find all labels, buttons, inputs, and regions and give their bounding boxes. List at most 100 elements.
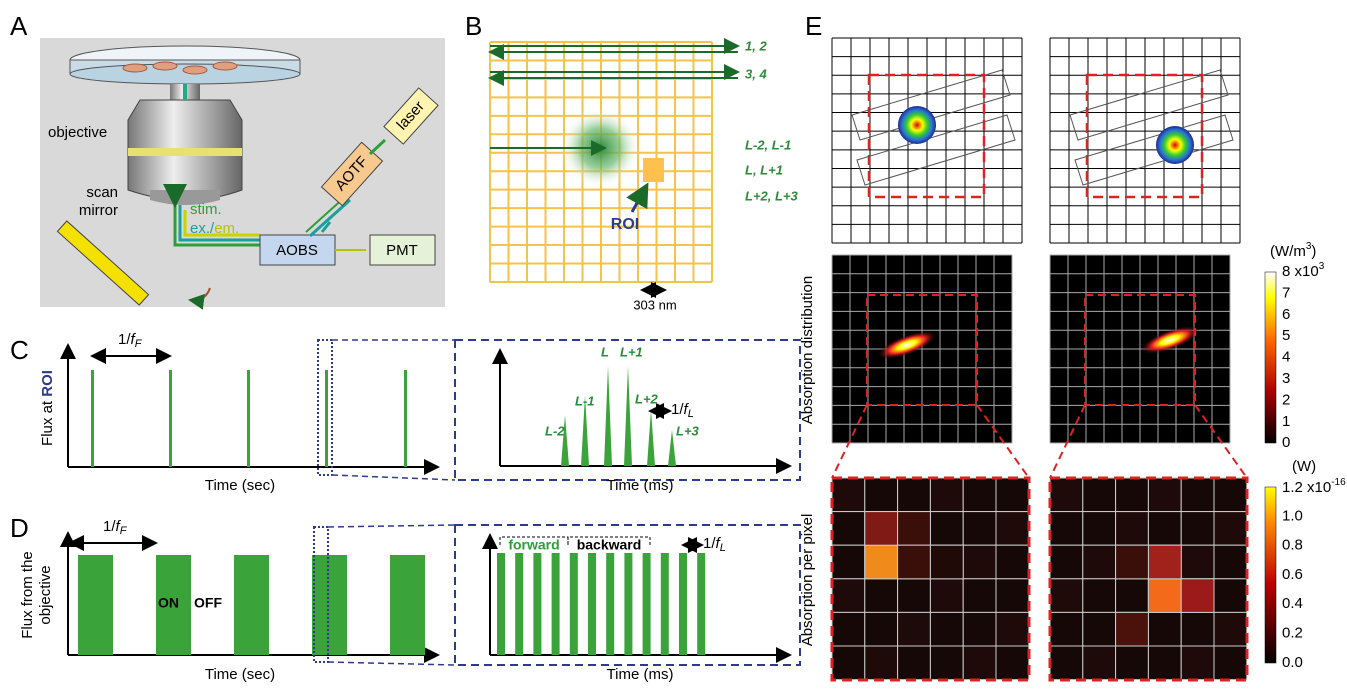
label: 1.2 x10: [1282, 479, 1331, 496]
pixel: [930, 612, 963, 646]
pulse-bar: [679, 553, 687, 655]
colorbar-tick: 4: [1282, 349, 1290, 366]
label: L: [720, 542, 726, 554]
line-label: L+2, L+3: [745, 188, 799, 203]
simulation-panels: [832, 38, 1247, 680]
pixel: [832, 579, 865, 613]
pixel: [898, 579, 931, 613]
pixel: [1050, 478, 1083, 512]
heat-spot: [898, 106, 936, 144]
pixel: [1148, 512, 1181, 546]
pulse-bar: [570, 553, 578, 655]
colorbar-tick: 2: [1282, 391, 1290, 408]
period-label: 1/fL: [671, 401, 694, 420]
pixel: [1116, 612, 1149, 646]
label: stim.: [190, 201, 222, 218]
pixel: [996, 579, 1029, 613]
pixel: [1050, 579, 1083, 613]
pixel: [1148, 646, 1181, 680]
label: (W/m: [1270, 243, 1306, 260]
pixel: [832, 478, 865, 512]
colorbar-unit: (W): [1292, 458, 1316, 475]
pixel: [963, 612, 996, 646]
colorbar-tick: 0.2: [1282, 624, 1303, 641]
pixel: [1181, 478, 1214, 512]
pixel: [930, 512, 963, 546]
pulse-label: L+2: [635, 391, 659, 406]
pixel: [832, 545, 865, 579]
pixel: [832, 612, 865, 646]
pixel: [963, 512, 996, 546]
panel-label: B: [465, 11, 482, 41]
colorbar-tick: 6: [1282, 306, 1290, 323]
axis-title: Flux from the: [19, 551, 36, 639]
colorbar-tick: 1: [1282, 413, 1290, 430]
pixel: [865, 478, 898, 512]
pixel: [1083, 512, 1116, 546]
pixel: [996, 478, 1029, 512]
colorbar-tick: 7: [1282, 284, 1290, 301]
pixel: [963, 478, 996, 512]
pulse-label: L-2: [545, 423, 565, 438]
pixel: [1083, 612, 1116, 646]
pulse-bar: [533, 553, 541, 655]
colorbar-tick: 8 x103: [1282, 261, 1325, 280]
panel-label: E: [805, 11, 822, 41]
pixel: [1050, 646, 1083, 680]
pixel: [1214, 512, 1247, 546]
colorbar-tick: 5: [1282, 327, 1290, 344]
row-label: Absorption distribution: [799, 276, 816, 424]
label: F: [135, 338, 143, 350]
line-label: 3, 4: [745, 66, 767, 81]
figure: A B C D E objective laser AOTF scan mirr…: [0, 0, 1347, 690]
pixel: [1083, 579, 1116, 613]
label: ): [1311, 243, 1316, 260]
pixel: [930, 646, 963, 680]
pixel: [996, 545, 1029, 579]
pixel: [1116, 545, 1149, 579]
pulse-bar: [552, 553, 560, 655]
pixel: [996, 646, 1029, 680]
label: 1/: [103, 518, 116, 535]
colorbar-unit: (W/m3): [1270, 241, 1316, 260]
colorbar-tick: 3: [1282, 370, 1290, 387]
pixel: [1214, 579, 1247, 613]
pixel: [898, 612, 931, 646]
pixel: [1181, 646, 1214, 680]
pixel: [930, 579, 963, 613]
label: em.: [214, 220, 239, 237]
label: mirror: [79, 202, 118, 219]
label: ON: [158, 595, 179, 611]
pixel: [832, 646, 865, 680]
pixel: [898, 512, 931, 546]
pixel: [1050, 545, 1083, 579]
colorbar-tick: 1.2 x10-16: [1282, 477, 1346, 496]
line-label: L, L+1: [745, 162, 783, 177]
label: L: [688, 408, 694, 420]
pixel: [1116, 478, 1149, 512]
pulse-bar: [515, 553, 523, 655]
pulse-label: L+1: [620, 344, 643, 359]
pixel: [865, 545, 898, 579]
pixel: [865, 646, 898, 680]
pixel: [1181, 612, 1214, 646]
colorbar-tick: 0.0: [1282, 654, 1303, 671]
label: 8 x10: [1282, 263, 1319, 280]
pixel: [898, 545, 931, 579]
pixel: [1083, 646, 1116, 680]
pixel: [832, 512, 865, 546]
line-label: 1, 2: [745, 38, 767, 53]
pulse-bar: [606, 553, 614, 655]
axis-title: Time (sec): [205, 477, 275, 494]
pixel: [1148, 478, 1181, 512]
line-label: L-2, L-1: [745, 137, 791, 152]
pixel: [1050, 612, 1083, 646]
period-label: 1/fL: [703, 535, 726, 554]
pixel: [1181, 545, 1214, 579]
scale-label: 303 nm: [633, 297, 676, 312]
panel-label: A: [10, 11, 28, 41]
label: F: [120, 525, 128, 537]
label: 3: [1319, 261, 1325, 272]
period-label: 1/fF: [118, 331, 143, 350]
label: objective: [48, 124, 107, 141]
